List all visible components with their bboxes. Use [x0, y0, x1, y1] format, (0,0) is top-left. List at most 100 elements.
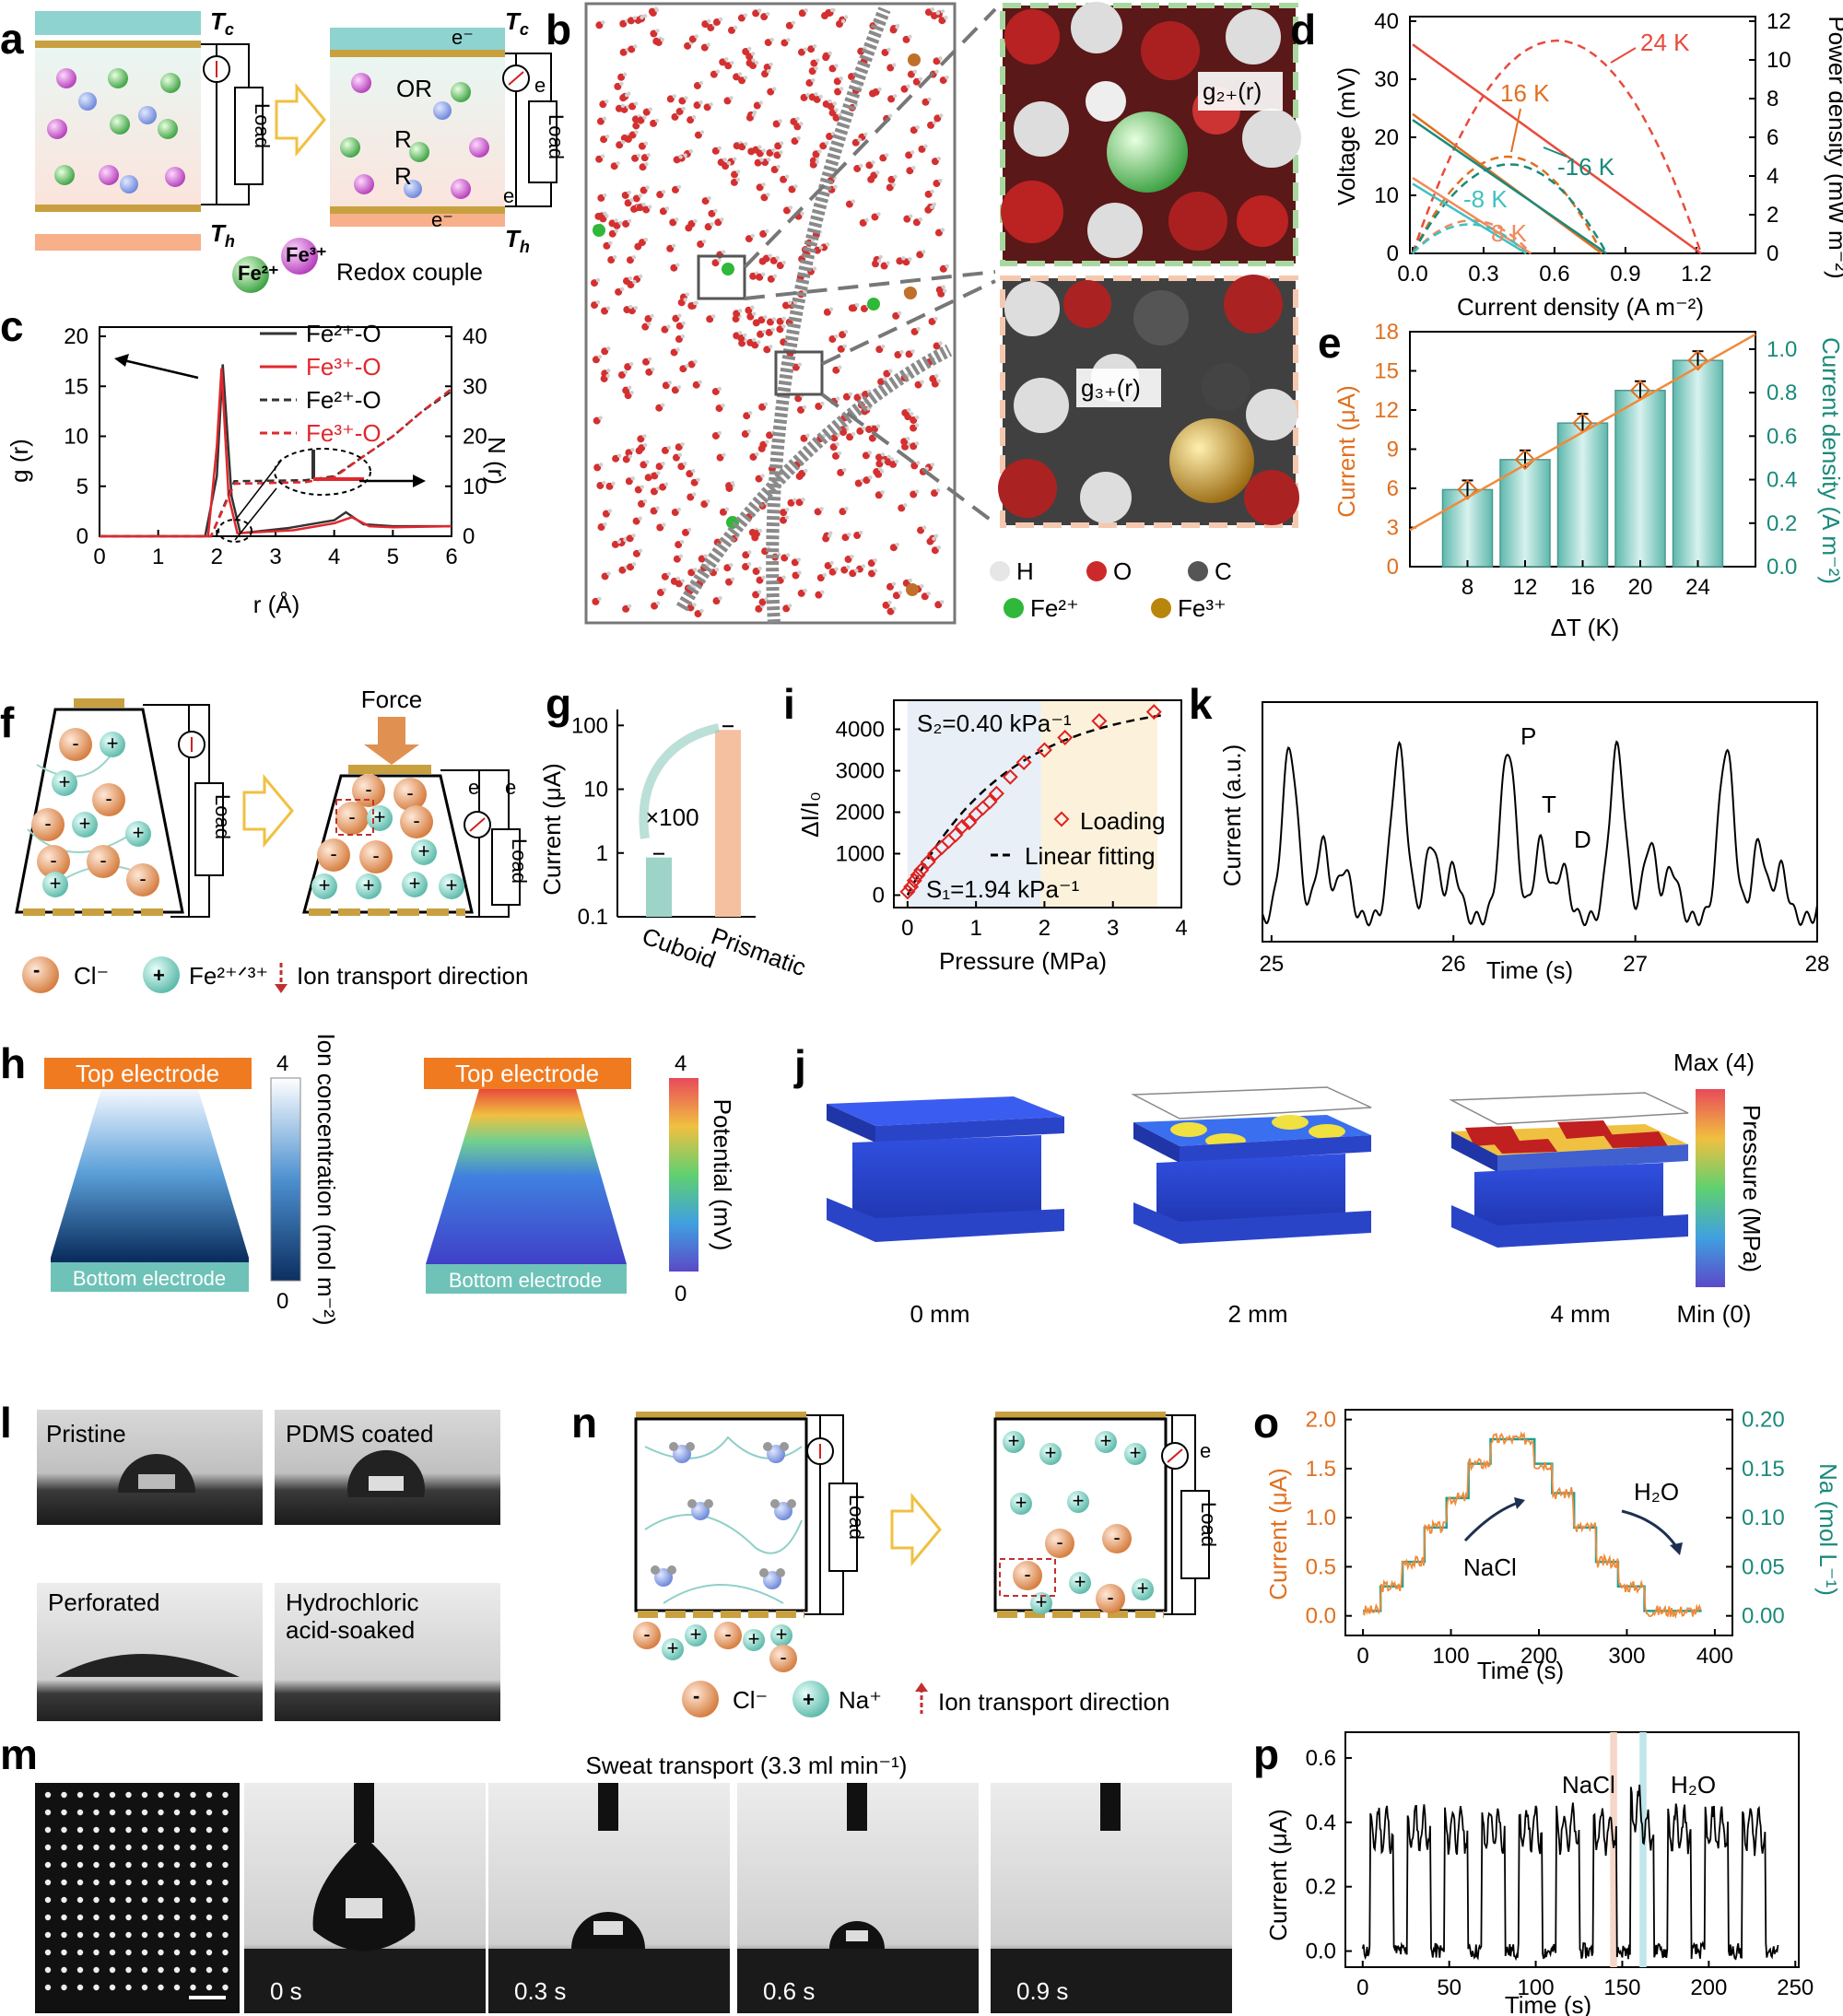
ion-sign: -: [406, 781, 413, 804]
ion-sign: -: [348, 805, 355, 828]
pore-dot: [109, 1914, 116, 1921]
panel-b: b g₂₊(r) g₃₊(r) H O C Fe²⁺ Fe³⁺: [546, 2, 1301, 625]
pore-dot: [125, 1791, 132, 1799]
pore-dot: [190, 1931, 196, 1939]
cl-ion: [31, 808, 65, 841]
pore-dot: [158, 1931, 164, 1939]
i-xlabel: Pressure (MPa): [939, 947, 1107, 975]
ion-sign: +: [1015, 1491, 1027, 1514]
svg-text:0: 0: [276, 1289, 288, 1314]
redox-couple-label: Redox couple: [336, 258, 483, 286]
cation-ion: [402, 872, 428, 897]
d-y2label: Power density (mW m⁻²): [1824, 16, 1843, 278]
e-point: [1514, 449, 1536, 471]
ions-n-right: +++++ +--- +- ++: [1003, 1429, 1154, 1614]
pore-dot: [61, 1984, 67, 1991]
cl-ion: [359, 840, 393, 873]
panel-j: j 0 mm 2 mm 4 mm: [793, 1041, 1766, 1328]
e-ytick-label: 9: [1387, 438, 1399, 463]
panel-p: p 0 50 100 150 200 250 0.0 0.2 0.4 0.6 Current (μ…: [1253, 1730, 1814, 2016]
ion-sign: +: [374, 805, 386, 828]
svg-text:4: 4: [276, 1051, 288, 1076]
cl-legend-label: Cl⁻: [74, 962, 109, 990]
i-plot-frame: [893, 699, 1182, 908]
pore-dot: [125, 1809, 132, 1816]
e-ytick-label: 12: [1374, 398, 1399, 423]
i-fit-curve: [906, 714, 1161, 897]
c-ytick-label: 5: [76, 475, 88, 499]
d-ytick-label: 40: [1374, 9, 1399, 34]
e-y2tick-label: 0.8: [1767, 381, 1797, 405]
cl-ion: [87, 845, 120, 878]
panel-k: k 25 26 27 28 Current (a.u.) Time (s) P T D: [1189, 680, 1829, 984]
pore-dot: [125, 1844, 132, 1851]
cl-ion: [37, 845, 70, 878]
g-ytick-label: 1: [596, 841, 608, 866]
pore-dot: [61, 1809, 67, 1816]
pore-dot: [173, 1914, 181, 1921]
m-needle: [354, 1783, 374, 1843]
c-legend-text: Fe³⁺-O: [306, 419, 382, 447]
ion-dot: [908, 53, 921, 66]
panel-label-j: j: [793, 1041, 806, 1089]
i-xtick-label: 0: [901, 916, 913, 941]
p-h2o-marker: [1639, 1732, 1647, 1967]
cation-ion: [770, 1624, 792, 1647]
d-xtick-label: 0.9: [1610, 262, 1640, 287]
legend-atom-icon: [1004, 598, 1024, 618]
l-caption: Hydrochloric: [286, 1588, 419, 1616]
k-xtick-label: 27: [1623, 952, 1648, 977]
cation-ion: [1124, 1443, 1146, 1465]
cation-ion: [72, 812, 98, 838]
o-xtick-label: 100: [1433, 1644, 1470, 1669]
p-ytick-label: 0.2: [1306, 1875, 1336, 1900]
c-xtick-label: 1: [152, 545, 164, 569]
pore-dot: [190, 1879, 196, 1886]
tc-label-right: Tc: [505, 7, 529, 39]
g-bar: [646, 857, 672, 917]
pore-dot: [93, 1826, 100, 1834]
cl-ion-legend-icon-n: [682, 1681, 719, 1717]
i-point: [1015, 755, 1032, 770]
pore-dot: [61, 1791, 67, 1799]
c-legend-text: Fe²⁺-O: [306, 386, 382, 414]
panel-a: a Tc Th Load OR: [0, 7, 568, 293]
c-zoom-ellipse: [274, 448, 371, 496]
p-ytick-label: 0.4: [1306, 1811, 1336, 1835]
p-ylabel: Current (μA): [1264, 1809, 1292, 1941]
force-label: Force: [361, 686, 422, 713]
svg-text:Top electrode: Top electrode: [76, 1060, 219, 1087]
k-peak-d: D: [1574, 826, 1591, 853]
d-annot-m8k: -8 K: [1463, 185, 1508, 213]
c-xtick-label: 3: [269, 545, 281, 569]
d-xtick-label: 1.2: [1681, 262, 1711, 287]
o-y2tick-label: 0.00: [1742, 1604, 1785, 1629]
photo-hcl-soaked: [275, 1583, 500, 1721]
pore-dot: [205, 1861, 213, 1869]
panel-label-f: f: [0, 698, 15, 746]
force-arrow: [364, 717, 419, 765]
bottom-electrode-h2: Bottom electrode: [449, 1269, 602, 1292]
p-plot-frame: [1344, 1731, 1800, 1968]
cation-ion: [1010, 1493, 1032, 1515]
i-point: [1002, 768, 1018, 785]
pore-dot: [158, 1949, 164, 1956]
na-legend-label: Na⁺: [839, 1686, 882, 1714]
fe3-ion-center: [1169, 418, 1254, 503]
cl-ion-legend-icon: [22, 956, 59, 993]
e-xlabel: ΔT (K): [1551, 614, 1620, 641]
chart-e: 0 3 6 9 12 15 18 0.0 0.2 0.4 0.6 0.8 1.0 8 12 16 20 24: [1374, 320, 1797, 600]
cation-ion: [1003, 1431, 1025, 1453]
ion-sign: -: [1113, 1526, 1120, 1549]
g-factor-label: ×100: [645, 803, 699, 831]
tc-label-left: Tc: [210, 7, 234, 39]
o-plot-frame: [1344, 1409, 1733, 1636]
pore-dot: [93, 1914, 100, 1921]
e-ytick-label: 6: [1387, 476, 1399, 501]
i-ytick-label: 1000: [836, 842, 885, 867]
pore-dot: [61, 1949, 67, 1956]
i-point: [981, 793, 998, 810]
pore-dot: [205, 1931, 213, 1939]
i-point: [954, 818, 970, 835]
potential-map: [426, 1089, 627, 1264]
